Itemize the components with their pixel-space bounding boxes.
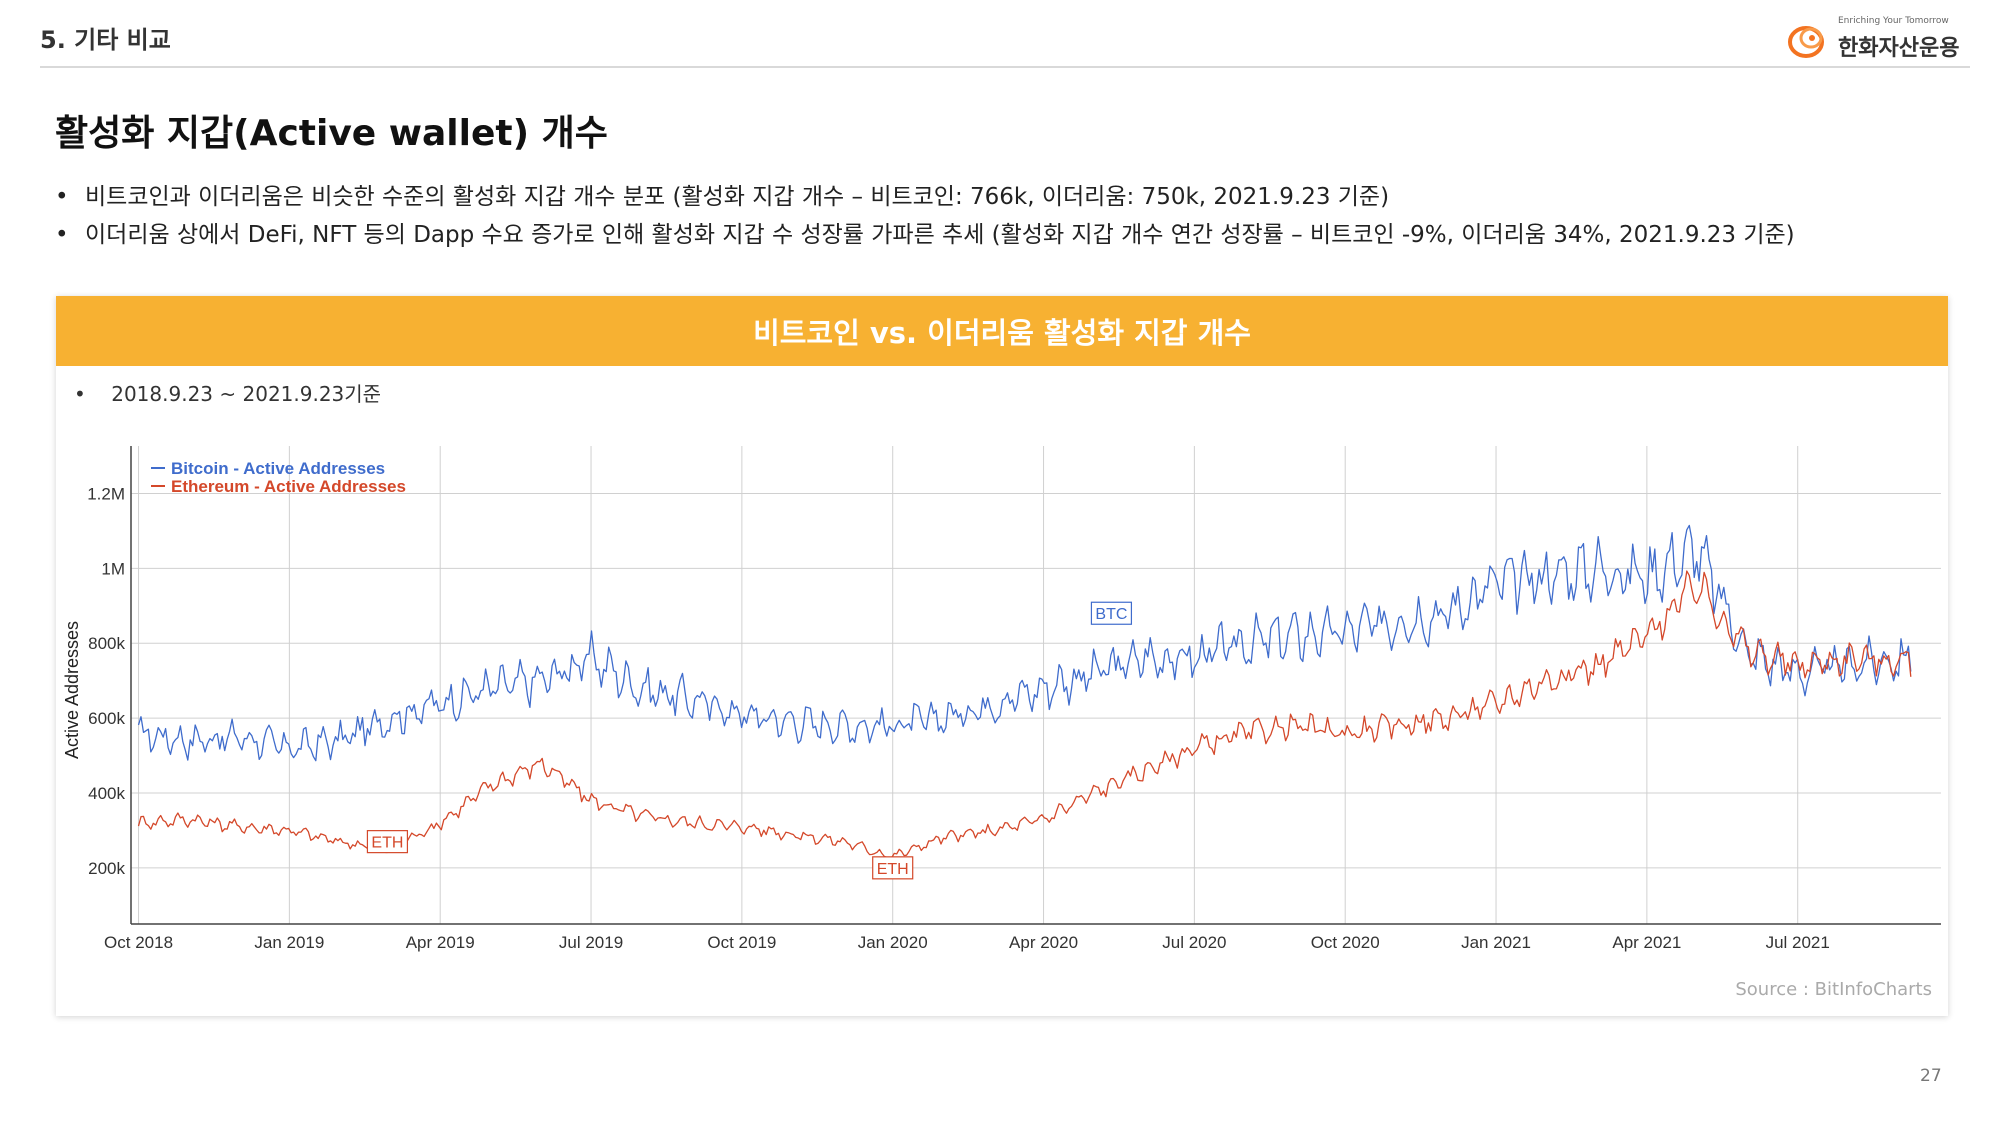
y-tick-label: 1.2M [87, 484, 125, 503]
y-tick-label: 600k [88, 709, 125, 728]
bullet-item: 이더리움 상에서 DeFi, NFT 등의 Dapp 수요 증가로 인해 활성화… [55, 216, 1955, 254]
eth-annotation-box [366, 830, 409, 854]
header-divider [40, 66, 1970, 68]
hanwha-flame-logo-icon [1788, 26, 1824, 58]
active-addresses-chart: 200k 400k 600k 800k 1M 1.2M Oct 2018 Jan 2019 Ap… [62, 446, 1941, 952]
chart-source: Source : BitInfoCharts [1735, 979, 1932, 1000]
btc-annotation-label: BTC [1095, 606, 1127, 623]
y-axis-title: Active Addresses [62, 621, 82, 759]
btc-annotation-box [1090, 601, 1133, 625]
x-tick-label: Apr 2021 [1612, 933, 1681, 952]
x-tick-label: Oct 2019 [707, 933, 776, 952]
company-logo: Enriching Your Tomorrow 한화자산운용 [1786, 14, 1976, 64]
x-tick-label: Jul 2020 [1162, 933, 1226, 952]
x-tick-label: Jul 2019 [559, 933, 623, 952]
logo-name: 한화자산운용 [1838, 36, 1960, 61]
x-tick-label: Jan 2019 [254, 933, 324, 952]
x-tick-label: Jan 2021 [1461, 933, 1531, 952]
eth-annotation-box [872, 856, 914, 880]
eth-annotation-label: ETH [371, 835, 403, 852]
x-tick-label: Oct 2018 [104, 933, 173, 952]
y-tick-label: 800k [88, 634, 125, 653]
summary-bullets: 비트코인과 이더리움은 비슷한 수준의 활성화 지갑 개수 분포 (활성화 지갑… [55, 178, 1955, 254]
y-tick-label: 400k [88, 784, 125, 803]
eth-series-line [137, 570, 1912, 861]
chart-banner: 비트코인 vs. 이더리움 활성화 지갑 개수 [56, 296, 1948, 366]
chart-period-text: 2018.9.23 ~ 2021.9.23기준 [111, 382, 382, 406]
bullet-item: 비트코인과 이더리움은 비슷한 수준의 활성화 지갑 개수 분포 (활성화 지갑… [55, 178, 1955, 216]
y-tick-label: 200k [88, 859, 125, 878]
chart-period: • 2018.9.23 ~ 2021.9.23기준 [74, 382, 382, 406]
chart-panel: 비트코인 vs. 이더리움 활성화 지갑 개수 • 2018.9.23 ~ 20… [56, 296, 1948, 1016]
x-tick-label: Jan 2020 [858, 933, 928, 952]
btc-series-line [137, 524, 1912, 762]
x-tick-label: Oct 2020 [1311, 933, 1380, 952]
eth-legend-label: Ethereum - Active Addresses [171, 477, 406, 496]
logo-tagline: Enriching Your Tomorrow [1838, 16, 1949, 26]
eth-annotation-label: ETH [877, 861, 909, 878]
x-tick-label: Apr 2020 [1009, 933, 1078, 952]
section-title: 5. 기타 비교 [40, 26, 171, 54]
page-number: 27 [1920, 1066, 1942, 1086]
y-tick-label: 1M [101, 559, 125, 578]
btc-legend-label: Bitcoin - Active Addresses [171, 459, 385, 478]
x-tick-label: Jul 2021 [1766, 933, 1830, 952]
page-title: 활성화 지갑(Active wallet) 개수 [55, 113, 608, 154]
x-tick-label: Apr 2019 [406, 933, 475, 952]
